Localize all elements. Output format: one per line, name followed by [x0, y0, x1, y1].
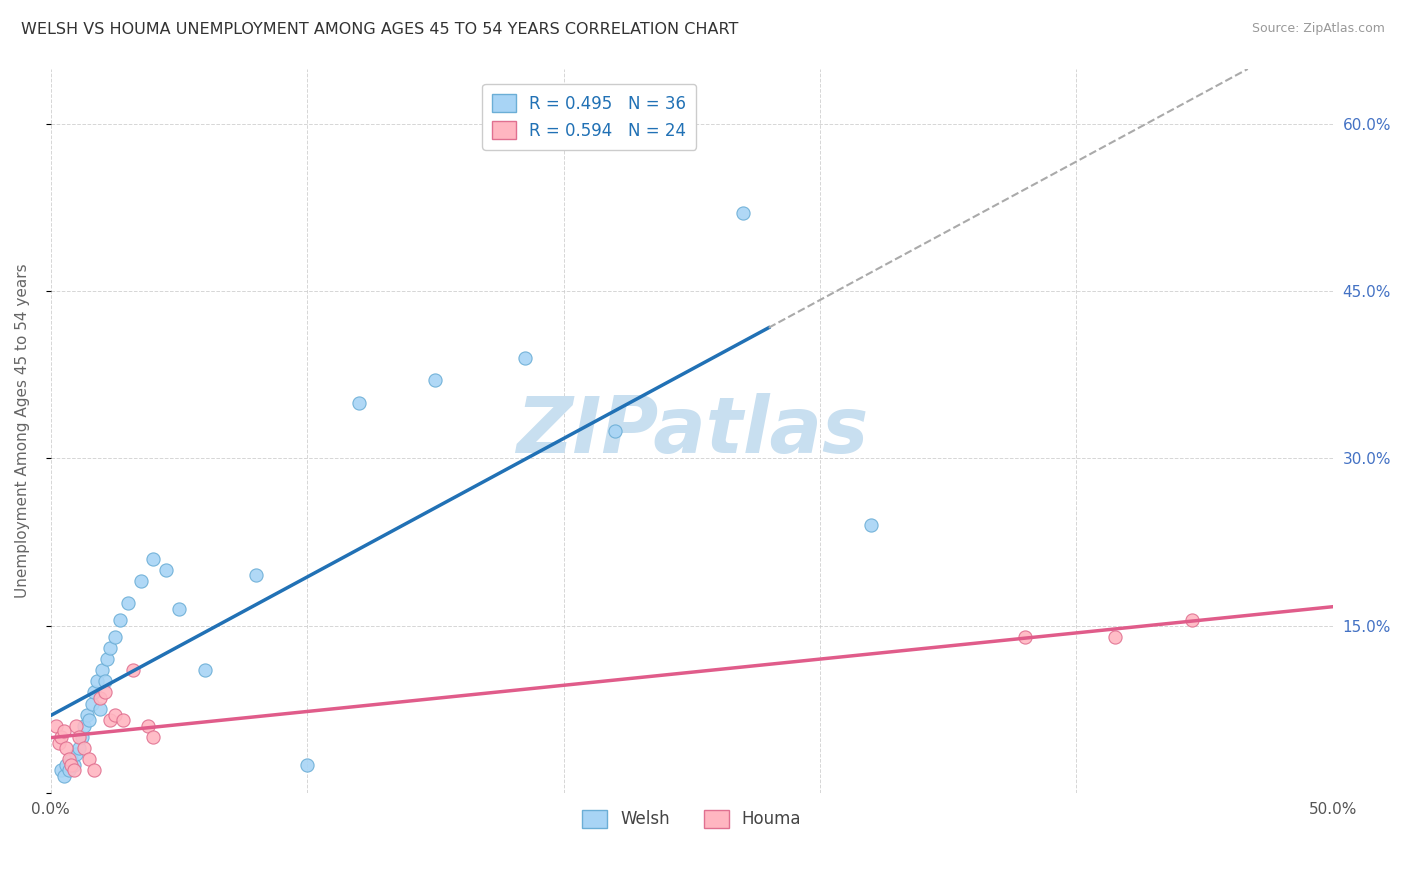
Point [83, 685, 105, 699]
Point [155, 563, 177, 577]
Point [245, 568, 267, 582]
Point [48, 735, 70, 749]
Point [1104, 630, 1126, 644]
Point [91, 663, 114, 677]
Point [98, 640, 121, 655]
Point [49, 764, 72, 778]
Point [142, 551, 165, 566]
Point [45, 719, 67, 733]
Point [104, 707, 127, 722]
Point [111, 713, 134, 727]
Point [515, 351, 537, 366]
Point [67, 741, 90, 756]
Point [52, 724, 75, 739]
Point [65, 747, 87, 761]
Point [58, 752, 80, 766]
Point [1014, 630, 1036, 644]
Point [860, 518, 883, 533]
Point [79, 713, 101, 727]
Point [117, 596, 139, 610]
Text: ZIPatlas: ZIPatlas [516, 392, 868, 468]
Point [83, 764, 105, 778]
Text: Source: ZipAtlas.com: Source: ZipAtlas.com [1251, 22, 1385, 36]
Point [142, 730, 165, 744]
Point [733, 206, 755, 220]
Point [136, 719, 159, 733]
Point [603, 424, 626, 438]
Point [89, 690, 111, 705]
Point [73, 741, 96, 756]
Point [1181, 613, 1204, 627]
Point [73, 719, 96, 733]
Point [52, 769, 75, 783]
Point [67, 730, 90, 744]
Point [55, 741, 77, 756]
Point [167, 602, 190, 616]
Point [129, 574, 152, 588]
Point [60, 757, 83, 772]
Point [347, 395, 370, 409]
Point [104, 630, 127, 644]
Point [108, 613, 131, 627]
Point [86, 674, 108, 689]
Text: WELSH VS HOUMA UNEMPLOYMENT AMONG AGES 45 TO 54 YEARS CORRELATION CHART: WELSH VS HOUMA UNEMPLOYMENT AMONG AGES 4… [21, 22, 738, 37]
Point [89, 702, 111, 716]
Point [58, 764, 80, 778]
Point [63, 764, 86, 778]
Y-axis label: Unemployment Among Ages 45 to 54 years: Unemployment Among Ages 45 to 54 years [15, 263, 30, 598]
Point [65, 719, 87, 733]
Point [63, 757, 86, 772]
Point [98, 713, 121, 727]
Point [79, 752, 101, 766]
Point [297, 757, 319, 772]
Point [60, 752, 83, 766]
Point [96, 652, 118, 666]
Point [122, 663, 145, 677]
Point [194, 663, 217, 677]
Point [425, 374, 447, 388]
Point [55, 757, 77, 772]
Point [93, 674, 115, 689]
Point [49, 730, 72, 744]
Point [70, 730, 93, 744]
Point [93, 685, 115, 699]
Legend: Welsh, Houma: Welsh, Houma [575, 803, 808, 835]
Point [76, 707, 98, 722]
Point [80, 697, 103, 711]
